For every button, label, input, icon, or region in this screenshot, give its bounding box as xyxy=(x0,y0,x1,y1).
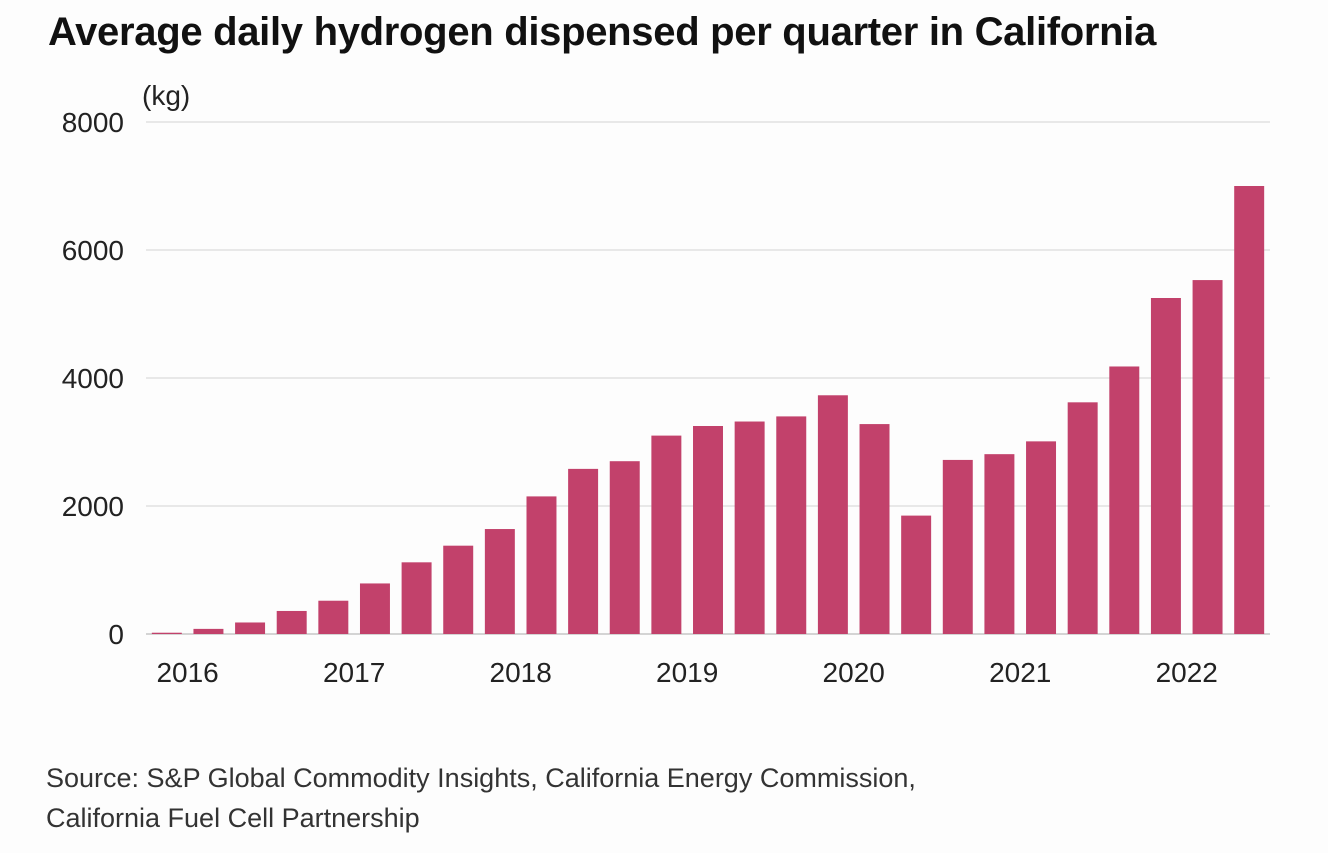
bar xyxy=(734,421,765,634)
bar xyxy=(817,395,848,634)
x-tick-label: 2017 xyxy=(323,657,385,688)
bar xyxy=(443,545,474,634)
bar xyxy=(609,461,640,634)
bar xyxy=(193,628,224,634)
bar xyxy=(1234,186,1265,634)
x-tick-label: 2022 xyxy=(1156,657,1218,688)
bar xyxy=(693,426,723,634)
y-tick-label: 8000 xyxy=(62,107,124,138)
y-axis-unit: (kg) xyxy=(142,80,190,111)
bar xyxy=(235,622,266,634)
bar xyxy=(1150,298,1181,634)
bar xyxy=(151,632,182,634)
bar xyxy=(1026,441,1057,634)
bar xyxy=(776,416,807,634)
source-line-2: California Fuel Cell Partnership xyxy=(46,803,420,833)
x-tick-label: 2020 xyxy=(823,657,885,688)
bar xyxy=(1109,366,1140,634)
x-tick-label: 2016 xyxy=(156,657,218,688)
y-tick-label: 2000 xyxy=(62,491,124,522)
x-tick-label: 2018 xyxy=(490,657,552,688)
bar xyxy=(859,424,890,634)
bar xyxy=(276,610,307,634)
bar xyxy=(651,435,682,634)
bar xyxy=(318,600,349,634)
bar xyxy=(401,562,432,634)
y-tick-label: 0 xyxy=(108,619,124,650)
chart-title: Average daily hydrogen dispensed per qua… xyxy=(48,10,1157,54)
bar xyxy=(1192,280,1223,634)
y-axis-ticks: 0 2000 4000 6000 8000 xyxy=(62,107,124,650)
bar xyxy=(526,496,557,634)
source-note: Source: S&P Global Commodity Insights, C… xyxy=(46,758,916,838)
bar xyxy=(1067,402,1098,634)
bar xyxy=(359,583,390,634)
bar xyxy=(942,459,973,634)
source-line-1: Source: S&P Global Commodity Insights, C… xyxy=(46,763,916,793)
y-tick-label: 6000 xyxy=(62,235,124,266)
x-tick-label: 2021 xyxy=(989,657,1051,688)
bar xyxy=(984,454,1015,634)
bar xyxy=(484,529,515,634)
bar xyxy=(568,468,599,634)
bars xyxy=(151,186,1265,634)
bar xyxy=(901,515,932,634)
y-tick-label: 4000 xyxy=(62,363,124,394)
x-tick-label: 2019 xyxy=(656,657,718,688)
x-axis-ticks: 2016 2017 2018 2019 2020 2021 2022 xyxy=(156,657,1217,688)
